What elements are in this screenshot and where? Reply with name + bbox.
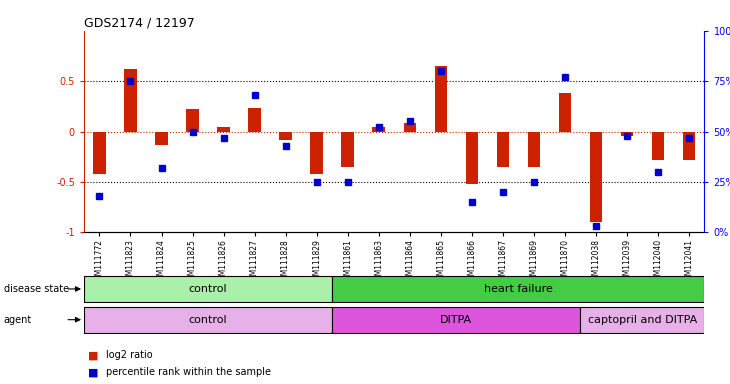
Text: ■: ■ bbox=[88, 367, 98, 377]
Text: percentile rank within the sample: percentile rank within the sample bbox=[106, 367, 271, 377]
Text: control: control bbox=[189, 314, 227, 325]
Bar bbox=[580, 307, 704, 333]
Bar bbox=[528, 131, 540, 167]
Bar bbox=[186, 109, 199, 131]
Bar bbox=[652, 131, 664, 160]
Bar bbox=[280, 131, 292, 139]
Bar bbox=[93, 131, 106, 174]
Bar bbox=[683, 131, 695, 160]
Bar bbox=[372, 127, 385, 131]
Bar bbox=[404, 123, 416, 131]
Text: control: control bbox=[189, 284, 227, 294]
Text: GDS2174 / 12197: GDS2174 / 12197 bbox=[84, 17, 195, 30]
Bar bbox=[620, 131, 633, 136]
Bar bbox=[496, 131, 509, 167]
Text: agent: agent bbox=[4, 314, 32, 325]
Bar bbox=[342, 131, 354, 167]
Bar bbox=[84, 276, 332, 302]
Bar bbox=[590, 131, 602, 222]
Text: captopril and DITPA: captopril and DITPA bbox=[588, 314, 697, 325]
Bar bbox=[332, 276, 704, 302]
Bar bbox=[310, 131, 323, 174]
Bar bbox=[155, 131, 168, 145]
Text: heart failure: heart failure bbox=[484, 284, 553, 294]
Bar bbox=[218, 127, 230, 131]
Text: disease state: disease state bbox=[4, 284, 69, 294]
Text: ■: ■ bbox=[88, 350, 98, 360]
Bar bbox=[434, 66, 447, 131]
Bar bbox=[332, 307, 580, 333]
Text: log2 ratio: log2 ratio bbox=[106, 350, 153, 360]
Bar bbox=[124, 69, 137, 131]
Bar bbox=[248, 108, 261, 131]
Bar bbox=[466, 131, 478, 184]
Bar bbox=[558, 93, 571, 131]
Bar bbox=[84, 307, 332, 333]
Text: DITPA: DITPA bbox=[440, 314, 472, 325]
